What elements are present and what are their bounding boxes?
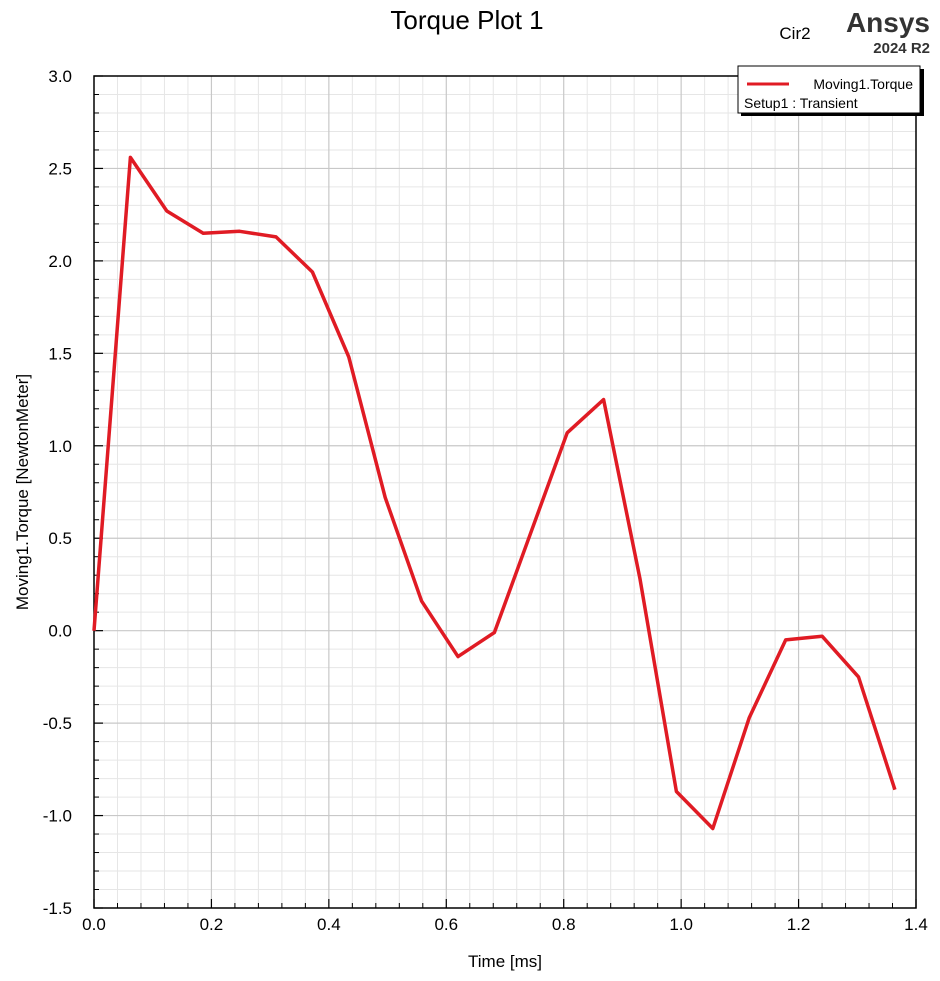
x-tick-label: 0.0 xyxy=(82,915,106,934)
y-tick-label: -0.5 xyxy=(43,714,72,733)
y-tick-label: -1.0 xyxy=(43,807,72,826)
y-tick-label: 2.0 xyxy=(48,252,72,271)
y-tick-label: -1.5 xyxy=(43,899,72,918)
minor-grid xyxy=(94,76,916,908)
major-grid xyxy=(94,76,916,908)
x-tick-label: 0.6 xyxy=(434,915,458,934)
x-axis-ticks: 0.0 0.2 0.4 0.6 0.8 1.0 1.2 1.4 xyxy=(82,899,928,934)
y-tick-label: 1.0 xyxy=(48,437,72,456)
legend[interactable]: Moving1.Torque Setup1 : Transient xyxy=(737,65,924,116)
x-tick-label: 0.4 xyxy=(317,915,341,934)
x-tick-label: 1.4 xyxy=(904,915,928,934)
ansys-logo: Ansys xyxy=(846,7,930,38)
plot-area-frame xyxy=(93,75,917,909)
chart-title: Torque Plot 1 xyxy=(390,5,543,35)
series-line-moving1-torque xyxy=(92,155,897,831)
x-tick-label: 0.2 xyxy=(200,915,224,934)
legend-setup-label: Setup1 : Transient xyxy=(744,95,858,111)
y-tick-label: 0.5 xyxy=(48,529,72,548)
y-tick-label: 3.0 xyxy=(48,67,72,86)
y-axis-ticks: 3.0 2.5 2.0 1.5 1.0 0.5 0.0 -0.5 -1.0 -1.5 xyxy=(43,67,103,918)
y-tick-label: 1.5 xyxy=(48,344,72,363)
x-tick-label: 1.2 xyxy=(787,915,811,934)
x-tick-label: 1.0 xyxy=(669,915,693,934)
legend-series-label: Moving1.Torque xyxy=(813,76,913,92)
y-axis-label: Moving1.Torque [NewtonMeter] xyxy=(13,374,32,610)
x-axis-label: Time [ms] xyxy=(468,952,542,971)
legend-box xyxy=(737,65,921,114)
x-tick-label: 0.8 xyxy=(552,915,576,934)
y-tick-label: 0.0 xyxy=(48,622,72,641)
design-name: Cir2 xyxy=(779,24,810,43)
ansys-version: 2024 R2 xyxy=(873,40,930,57)
y-tick-label: 2.5 xyxy=(48,159,72,178)
